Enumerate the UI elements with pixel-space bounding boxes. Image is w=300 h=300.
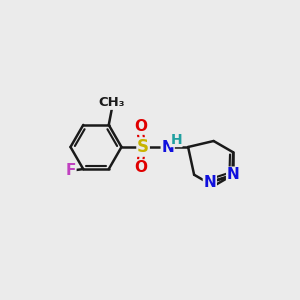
Text: N: N [203,175,216,190]
Text: O: O [134,160,147,175]
Text: F: F [65,163,76,178]
Text: O: O [134,119,147,134]
Text: H: H [170,133,182,146]
Text: S: S [137,138,149,156]
Text: N: N [227,167,239,182]
Text: CH₃: CH₃ [98,96,125,109]
Text: N: N [161,140,174,154]
